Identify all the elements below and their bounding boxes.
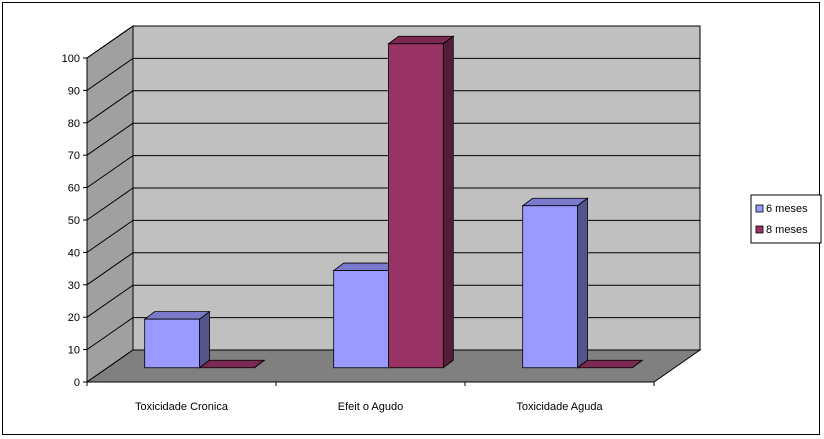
bar-side xyxy=(442,35,454,369)
bar-front xyxy=(522,205,578,369)
y-tick-label: 100 xyxy=(62,53,80,65)
legend: 6 meses 8 meses xyxy=(750,194,822,244)
bar-front xyxy=(144,318,200,369)
gridline-side xyxy=(86,187,134,221)
bars xyxy=(143,35,644,369)
gridline-side xyxy=(86,57,134,91)
gridline-side xyxy=(86,90,134,124)
bar-6-meses-0 xyxy=(143,310,211,369)
y-tick-label: 40 xyxy=(68,247,80,259)
y-tick-label: 50 xyxy=(68,215,80,227)
bar-top xyxy=(576,359,644,369)
x-tick-label: Toxicidade Cronica xyxy=(135,401,229,413)
x-tick-label: Toxicidade Aguda xyxy=(516,401,603,413)
x-tick-label: Efeit o Agudo xyxy=(338,401,403,413)
gridline-side xyxy=(86,252,134,286)
bar-side xyxy=(632,359,643,369)
y-tick-label: 90 xyxy=(68,85,80,97)
bar-top xyxy=(143,311,211,320)
y-axis-ticks: 0 10 20 30 40 50 60 70 80 90 100 xyxy=(62,53,87,389)
gridline-side xyxy=(86,219,134,253)
bar-front xyxy=(388,43,444,369)
bar-top xyxy=(198,359,266,369)
bar-side xyxy=(199,310,210,369)
bar-8-meses-2 xyxy=(576,359,644,369)
bar-side xyxy=(254,359,265,369)
y-tick-label: 80 xyxy=(68,118,80,130)
gridline-side xyxy=(86,122,134,156)
gridline-side xyxy=(86,155,134,189)
y-tick-label: 70 xyxy=(68,150,80,162)
legend-label-8-meses: 8 meses xyxy=(766,224,808,236)
y-tick-label: 20 xyxy=(68,312,80,324)
bar-front xyxy=(333,270,389,369)
bar-8-meses-1 xyxy=(387,35,455,369)
legend-swatch-6-meses xyxy=(755,204,764,213)
y-tick-label: 30 xyxy=(68,280,80,292)
legend-swatch-8-meses xyxy=(755,225,764,234)
bar-side xyxy=(577,197,588,369)
legend-label-6-meses: 6 meses xyxy=(766,203,808,215)
y-tick-label: 60 xyxy=(68,183,80,195)
bar-top xyxy=(521,197,589,207)
gridline-side xyxy=(86,317,134,351)
bar-top xyxy=(387,35,455,45)
bar-8-meses-0 xyxy=(198,359,266,369)
gridline-side xyxy=(86,25,134,59)
y-tick-label: 0 xyxy=(74,377,80,389)
legend-box xyxy=(750,194,822,244)
bar-6-meses-2 xyxy=(521,197,589,369)
x-axis-labels: Toxicidade Cronica Efeit o Agudo Toxicidad… xyxy=(86,382,655,413)
gridline-side xyxy=(86,284,134,318)
y-tick-label: 10 xyxy=(68,345,80,357)
